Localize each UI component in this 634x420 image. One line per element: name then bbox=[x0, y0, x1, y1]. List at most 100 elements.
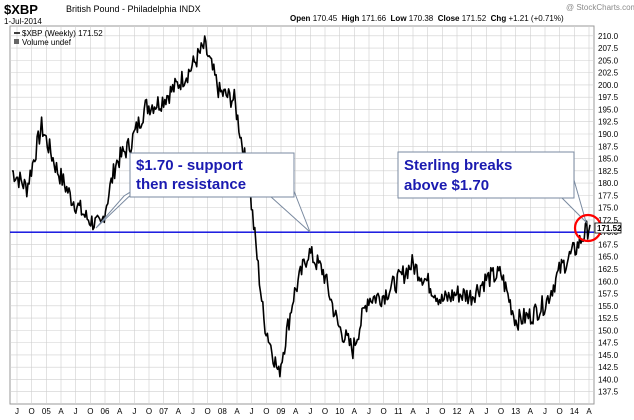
x-tick-label: O bbox=[205, 407, 211, 416]
x-tick-label: O bbox=[29, 407, 35, 416]
callout-support-resistance: $1.70 - support then resistance bbox=[95, 152, 311, 233]
legend-series-label: $XBP (Weekly) 171.52 bbox=[22, 29, 103, 38]
x-tick-label: O bbox=[322, 407, 328, 416]
y-tick-label: 167.5 bbox=[598, 240, 619, 249]
high-value: 171.66 bbox=[361, 14, 387, 23]
x-tick-label: 10 bbox=[335, 407, 344, 416]
x-tick-label: 08 bbox=[218, 407, 227, 416]
x-tick-label: O bbox=[87, 407, 93, 416]
x-tick-label: O bbox=[263, 407, 269, 416]
chart-date: 1-Jul-2014 bbox=[4, 17, 42, 26]
x-tick-label: 13 bbox=[511, 407, 520, 416]
y-tick-label: 162.5 bbox=[598, 265, 619, 274]
x-tick-label: 09 bbox=[277, 407, 286, 416]
x-tick-label: O bbox=[557, 407, 563, 416]
y-axis: 137.5 140.0 142.5 145.0 147.5 150.0 152.5 155.0… bbox=[598, 32, 619, 397]
x-tick-label: J bbox=[132, 407, 136, 416]
y-tick-label: 150.0 bbox=[598, 326, 619, 335]
x-tick-label: J bbox=[367, 407, 371, 416]
y-tick-label: 177.5 bbox=[598, 191, 619, 200]
x-tick-label: O bbox=[146, 407, 152, 416]
x-axis: J O 05 A J O 06 A J O 07 A J O 08 A J O 09 A J O 10 A J O 11 A J O 12 A… bbox=[15, 407, 592, 416]
ohlc-readout: Open 170.45 High 171.66 Low 170.38 Close… bbox=[290, 14, 564, 23]
y-tick-label: 152.5 bbox=[598, 314, 619, 323]
x-tick-label: 07 bbox=[159, 407, 168, 416]
instrument-name: British Pound - Philadelphia INDX bbox=[66, 4, 201, 14]
y-tick-label: 160.0 bbox=[598, 277, 619, 286]
y-tick-label: 187.5 bbox=[598, 142, 619, 151]
y-tick-label: 207.5 bbox=[598, 44, 619, 53]
high-label: High bbox=[341, 14, 360, 23]
chg-value: +1.21 (+0.71%) bbox=[508, 14, 564, 23]
close-label: Close bbox=[437, 14, 460, 23]
x-tick-label: A bbox=[586, 407, 592, 416]
chg-label: Chg bbox=[490, 14, 507, 23]
x-tick-label: J bbox=[426, 407, 430, 416]
low-label: Low bbox=[390, 14, 407, 23]
legend-volume-label: Volume undef bbox=[22, 38, 72, 47]
x-tick-label: 14 bbox=[570, 407, 579, 416]
x-tick-label: A bbox=[234, 407, 240, 416]
y-tick-label: 185.0 bbox=[598, 155, 619, 164]
x-tick-label: J bbox=[250, 407, 254, 416]
x-tick-label: O bbox=[439, 407, 445, 416]
y-tick-label: 200.0 bbox=[598, 81, 619, 90]
x-tick-label: O bbox=[498, 407, 504, 416]
callout-box bbox=[397, 151, 575, 199]
open-label: Open bbox=[290, 14, 311, 23]
y-tick-label: 180.0 bbox=[598, 179, 619, 188]
y-tick-label: 145.0 bbox=[598, 351, 619, 360]
x-tick-label: 06 bbox=[101, 407, 110, 416]
x-tick-label: A bbox=[352, 407, 358, 416]
callout-box bbox=[129, 152, 295, 198]
y-tick-label: 202.5 bbox=[598, 69, 619, 78]
x-tick-label: J bbox=[308, 407, 312, 416]
x-tick-label: A bbox=[293, 407, 299, 416]
last-value-box: 171.52 bbox=[594, 222, 622, 234]
y-tick-label: 195.0 bbox=[598, 105, 619, 114]
y-tick-label: 137.5 bbox=[598, 388, 619, 397]
x-tick-label: J bbox=[74, 407, 78, 416]
exchange-code: INDX bbox=[179, 4, 201, 14]
low-value: 170.38 bbox=[408, 14, 434, 23]
y-tick-label: 205.0 bbox=[598, 56, 619, 65]
y-tick-label: 142.5 bbox=[598, 363, 619, 372]
price-series-line bbox=[11, 35, 591, 378]
x-tick-label: J bbox=[543, 407, 547, 416]
y-tick-label: 197.5 bbox=[598, 93, 619, 102]
y-tick-label: 192.5 bbox=[598, 118, 619, 127]
callout-breakout: Sterling breaks above $1.70 bbox=[397, 151, 588, 224]
legend-volume-swatch bbox=[14, 39, 19, 44]
callout-line-1: Sterling breaks bbox=[404, 157, 512, 174]
last-value-label: 171.52 bbox=[597, 224, 622, 233]
x-tick-label: A bbox=[176, 407, 182, 416]
y-tick-label: 165.0 bbox=[598, 253, 619, 262]
y-tick-label: 157.5 bbox=[598, 290, 619, 299]
close-value: 171.52 bbox=[461, 14, 487, 23]
y-tick-label: 147.5 bbox=[598, 339, 619, 348]
open-value: 170.45 bbox=[312, 14, 338, 23]
x-tick-label: A bbox=[117, 407, 123, 416]
ticker-symbol: $XBP bbox=[4, 2, 38, 17]
x-tick-label: A bbox=[469, 407, 475, 416]
x-tick-label: A bbox=[410, 407, 416, 416]
callout-line-1: $1.70 - support bbox=[136, 157, 243, 174]
x-tick-label: A bbox=[58, 407, 64, 416]
x-tick-label: 12 bbox=[453, 407, 462, 416]
y-tick-label: 140.0 bbox=[598, 375, 619, 384]
legend: $XBP (Weekly) 171.52 Volume undef bbox=[14, 29, 103, 47]
y-tick-label: 210.0 bbox=[598, 32, 619, 41]
x-tick-label: J bbox=[484, 407, 488, 416]
callout-line-2: then resistance bbox=[136, 176, 246, 193]
x-tick-label: O bbox=[381, 407, 387, 416]
x-tick-label: J bbox=[15, 407, 19, 416]
y-tick-label: 172.5 bbox=[598, 216, 619, 225]
last-value-bg bbox=[594, 222, 622, 234]
instrument-title: British Pound - Philadelphia bbox=[66, 4, 177, 14]
x-tick-label: 05 bbox=[42, 407, 51, 416]
x-tick-label: A bbox=[528, 407, 534, 416]
y-tick-label: 190.0 bbox=[598, 130, 619, 139]
y-tick-label: 155.0 bbox=[598, 302, 619, 311]
